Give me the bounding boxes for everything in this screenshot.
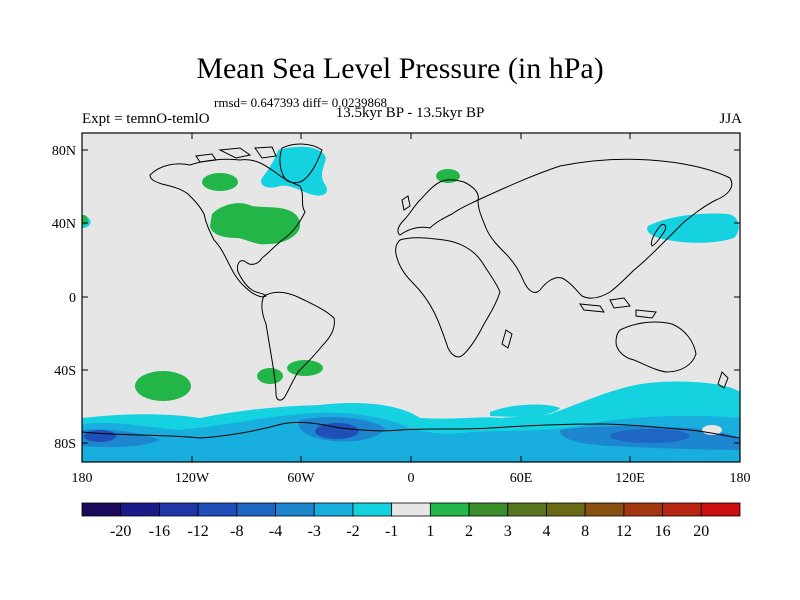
colorbar-label: 16 [655, 523, 671, 540]
page-title: Mean Sea Level Pressure (in hPa) [196, 52, 604, 85]
lon-label: 120E [615, 471, 645, 486]
longitude-labels: 180 120W 60W 0 60E 120E 180 [72, 471, 751, 486]
alaska-anomaly-green [202, 173, 238, 191]
colorbar-label: -2 [346, 523, 359, 540]
colorbar-label: 8 [581, 523, 589, 540]
asia-coast [477, 158, 733, 299]
colorbar-label: 1 [426, 523, 434, 540]
colorbar-label: -3 [308, 523, 321, 540]
colorbar-swatch [429, 502, 470, 517]
scandinavia-anomaly-green [436, 169, 460, 183]
colorbar-swatch [236, 502, 276, 517]
colorbar-labels: -20 -16 -12 -8 -4 -3 -2 -1 1 2 3 4 8 12 16 20 [110, 523, 709, 540]
colorbar [81, 502, 741, 517]
colorbar-swatch [700, 502, 741, 517]
colorbar-swatch [81, 502, 122, 517]
colorbar-label: 2 [465, 523, 473, 540]
north-america-anomaly-green [210, 203, 301, 245]
colorbar-swatch [584, 502, 625, 517]
lon-label: 0 [408, 471, 415, 486]
experiment-label: Expt = temnO-temlO [82, 111, 210, 127]
south-america-coast [261, 291, 335, 401]
colorbar-swatch [352, 502, 393, 517]
colorbar-label: 12 [616, 523, 632, 540]
lon-label: 180 [730, 471, 751, 486]
axis-ticks [81, 133, 741, 462]
lat-label: 80N [52, 144, 76, 159]
lat-label: 80S [54, 437, 76, 452]
colorbar-label: -4 [269, 523, 282, 540]
arctic-islands-coast [195, 146, 277, 163]
dateline-anomaly-green [82, 215, 88, 225]
colorbar-swatch [159, 502, 199, 517]
lon-label: 60W [287, 471, 315, 486]
antarctica-coast [82, 421, 740, 439]
colorbar-swatch [546, 502, 586, 517]
patagonia-anomaly-green [257, 368, 283, 384]
colorbar-label: -16 [149, 523, 170, 540]
australia-coast [615, 321, 697, 373]
lat-label: 40S [54, 364, 76, 379]
north-america-coast [149, 158, 306, 298]
colorbar-label: -20 [110, 523, 131, 540]
uk-coast [401, 195, 411, 211]
stats-line: rmsd= 0.647393 diff= 0.0239868 [214, 95, 387, 110]
colorbar-label: -8 [230, 523, 243, 540]
colorbar-swatch [623, 502, 663, 517]
colorbar-swatch [313, 502, 354, 517]
antarctic-anomaly-deep [315, 423, 359, 439]
coastlines [82, 143, 740, 439]
lon-label: 60E [510, 471, 533, 486]
south-pacific-anomaly-green [135, 371, 191, 401]
south-atlantic-cyan [490, 404, 560, 417]
colorbar-swatch [197, 502, 238, 517]
lat-label: 0 [69, 291, 76, 306]
colorbar-label: 20 [693, 523, 709, 540]
madagascar-coast [501, 329, 513, 349]
colorbar-label: 4 [542, 523, 550, 540]
colorbar-label: -1 [385, 523, 398, 540]
greenland-anomaly-cyan [261, 146, 328, 196]
colorbar-swatch [468, 502, 509, 517]
japan-coast [651, 223, 667, 247]
colorbar-label: 3 [504, 523, 512, 540]
colorbar-swatch [275, 502, 315, 517]
colorbar-swatch [507, 502, 547, 517]
contour-fill-layer [82, 146, 740, 462]
antarctic-anomaly-deep-3 [610, 429, 690, 443]
indonesia-coast [578, 297, 657, 319]
lon-label: 180 [72, 471, 93, 486]
greenland-coast [279, 143, 323, 184]
colorbar-swatch [662, 502, 702, 517]
season-label: JJA [719, 111, 742, 127]
new-zealand-coast [717, 371, 729, 389]
colorbar-swatch [391, 502, 431, 517]
antarctic-anomaly-deep-2 [84, 430, 116, 442]
lat-label: 40N [52, 217, 76, 232]
period-label: 13.5kyr BP - 13.5kyr BP [335, 105, 485, 121]
antarctic-anomaly-blue [82, 412, 740, 462]
south-atlantic-anomaly-green [287, 360, 323, 376]
colorbar-swatch [120, 502, 160, 517]
europe-africa-coast [395, 179, 501, 358]
lon-label: 120W [175, 471, 210, 486]
latitude-labels: 80N 40N 0 40S 80S [52, 144, 76, 452]
colorbar-label: -12 [187, 523, 208, 540]
